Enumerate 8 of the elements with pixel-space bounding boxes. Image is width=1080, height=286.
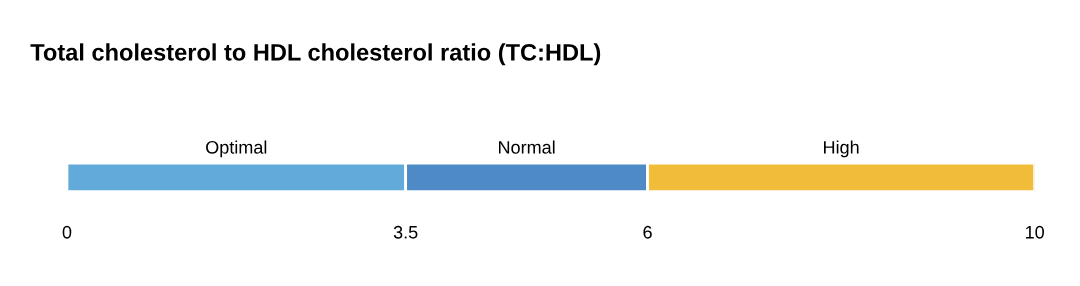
x-tick-label: 0	[62, 225, 72, 239]
series-label: Normal	[499, 140, 555, 154]
series-label: Optimal	[206, 140, 267, 158]
x-tick-label: 10	[1025, 225, 1044, 239]
x-tick-label: 3.5	[393, 225, 418, 239]
chart-title: Total cholesterol to HDL cholesterol ratio (TC:HDL)	[30, 43, 601, 66]
series-label: High	[824, 140, 859, 158]
x-tick-label: 6	[643, 225, 652, 239]
